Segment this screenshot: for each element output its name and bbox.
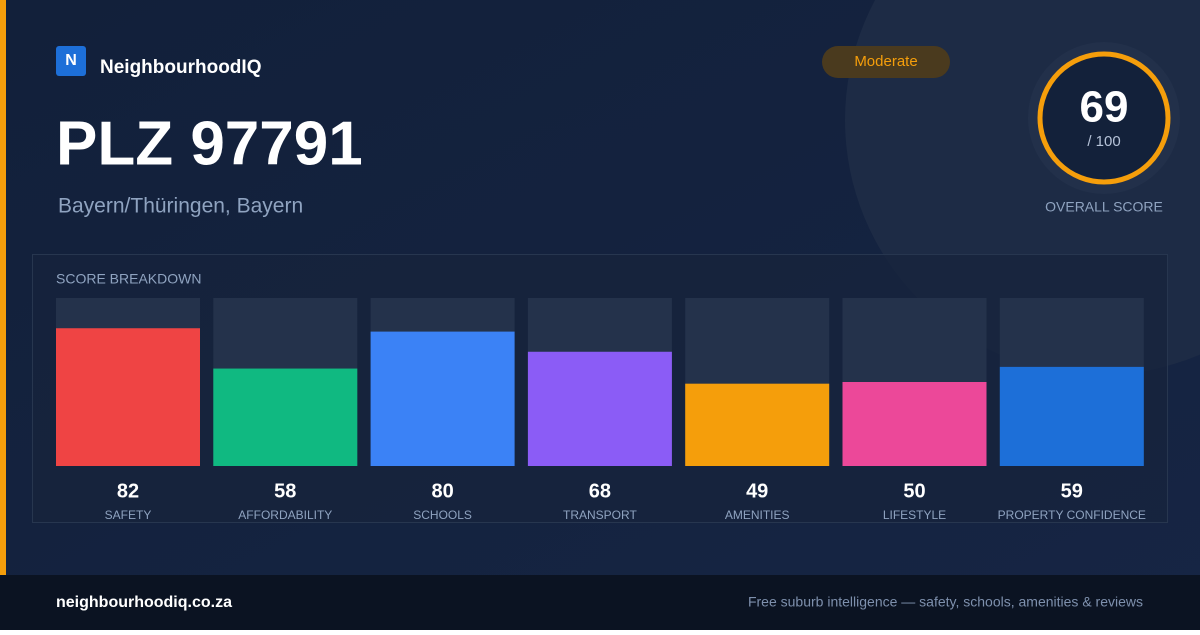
logo (56, 46, 86, 76)
bar-value: 58 (274, 480, 296, 502)
score-ring (1037, 51, 1171, 185)
bar (999, 366, 1144, 466)
bar-value: 49 (746, 480, 768, 502)
bar-value: 82 (117, 480, 139, 502)
bar-label: PROPERTY CONFIDENCE (998, 508, 1146, 522)
bar-value: 50 (903, 480, 925, 502)
logo-letter: N (65, 52, 77, 69)
chart-title: SCORE BREAKDOWN (56, 271, 201, 287)
bar-label: AFFORDABILITY (238, 508, 332, 522)
bar-chart: 82 SAFETY 58 AFFORDABILITY 80 SCHOOLS 68 TRANSP… (56, 298, 1146, 522)
bar (842, 382, 987, 466)
bar-value: 80 (431, 480, 453, 502)
bar (685, 383, 830, 466)
bar (213, 368, 358, 466)
subtitle: Bayern/Thüringen, Bayern (58, 195, 303, 218)
badge (822, 46, 950, 78)
bar-value: 68 (589, 480, 611, 502)
bar (56, 328, 200, 466)
bar-label: LIFESTYLE (883, 508, 946, 522)
footer-tagline: Free suburb intelligence — safety, schoo… (748, 594, 1143, 610)
bar-label: AMENITIES (725, 508, 790, 522)
title: PLZ 97791 (56, 109, 363, 178)
accent-stripe (0, 0, 6, 575)
footer (0, 575, 1200, 630)
bar-label: SCHOOLS (413, 508, 472, 522)
bar (370, 331, 515, 466)
bar (527, 351, 672, 466)
bar-label: TRANSPORT (563, 508, 637, 522)
score-label: OVERALL SCORE (1045, 199, 1163, 215)
bar-value: 59 (1061, 480, 1083, 502)
footer-site: neighbourhoodiq.co.za (56, 594, 232, 611)
bar-label: SAFETY (105, 508, 152, 522)
badge-text: Moderate (854, 53, 917, 70)
score-max: / 100 (1087, 133, 1120, 150)
brand-name: NeighbourhoodIQ (100, 57, 261, 78)
score-value: 69 (1080, 83, 1129, 132)
